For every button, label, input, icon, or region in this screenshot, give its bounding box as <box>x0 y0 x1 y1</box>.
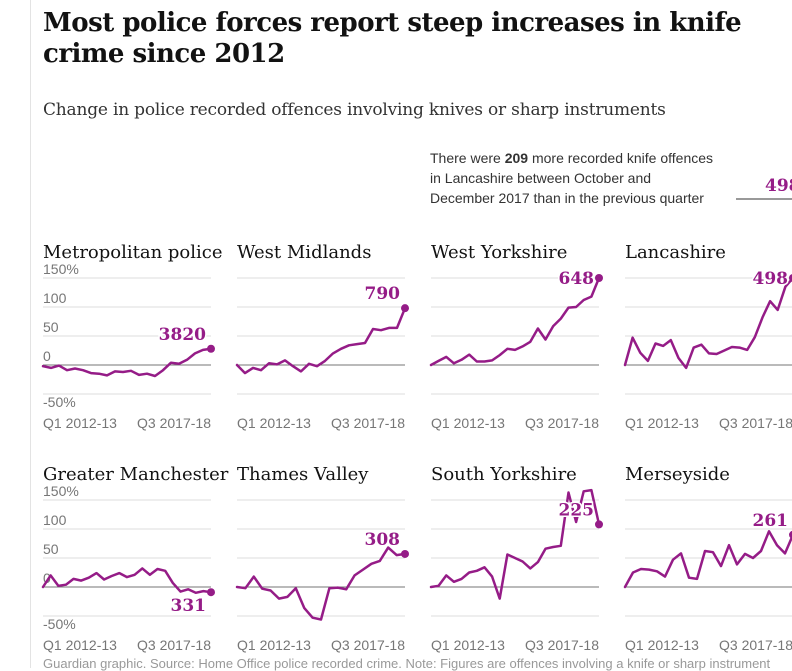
west-yorkshire-xtick-start: Q1 2012-13 <box>431 415 505 431</box>
greater-manchester-series-line <box>41 567 213 595</box>
greater-manchester-end-point <box>207 588 215 597</box>
metropolitan-police-end-point <box>207 344 215 353</box>
greater-manchester-ytick-label: 50 <box>43 541 59 557</box>
metropolitan-police-title: Metropolitan police <box>43 242 223 263</box>
west-midlands-end-label: 790 <box>365 284 401 304</box>
west-midlands-xtick-start: Q1 2012-13 <box>237 415 311 431</box>
south-yorkshire-title: South Yorkshire <box>431 464 577 485</box>
greater-manchester-title: Greater Manchester <box>43 464 229 485</box>
merseyside-end-point <box>789 530 792 539</box>
metropolitan-police-end-label: 3820 <box>159 325 206 345</box>
thames-valley-xtick-start: Q1 2012-13 <box>237 637 311 653</box>
merseyside-xtick-start: Q1 2012-13 <box>625 637 699 653</box>
annotation-number: 209 <box>504 150 529 166</box>
lancashire-end-label: 498 <box>753 269 789 289</box>
greater-manchester-xtick-end: Q3 2017-18 <box>137 637 211 653</box>
thames-valley-end-point <box>401 549 409 558</box>
south-yorkshire-end-label: 225 <box>559 500 595 520</box>
west-yorkshire-end-label: 648 <box>559 269 595 289</box>
thames-valley-title: Thames Valley <box>237 464 369 485</box>
metropolitan-police-xtick-end: Q3 2017-18 <box>137 415 211 431</box>
greater-manchester-end-label: 331 <box>171 596 207 616</box>
west-midlands-xtick-end: Q3 2017-18 <box>331 415 405 431</box>
west-yorkshire-xtick-end: Q3 2017-18 <box>525 415 599 431</box>
greater-manchester-ytick-label: 100 <box>43 512 67 528</box>
thames-valley-end-label: 308 <box>365 530 401 550</box>
greater-manchester-ytick-label: 0 <box>43 570 51 586</box>
lancashire-xtick-end: Q3 2017-18 <box>719 415 792 431</box>
annotation-line-1: There were 209 more recorded knife offen… <box>430 148 750 168</box>
west-yorkshire-title: West Yorkshire <box>431 242 567 263</box>
annotation-line-3: December 2017 than in the previous quart… <box>430 190 704 206</box>
footer-source: Guardian graphic. Source: Home Office po… <box>43 656 771 671</box>
west-midlands-end-point <box>401 304 409 313</box>
south-yorkshire-end-point <box>595 520 603 529</box>
metropolitan-police-ytick-label: 50 <box>43 319 59 335</box>
thames-valley-series-line <box>235 546 407 621</box>
metropolitan-police-ytick-label: 150% <box>43 261 79 277</box>
metropolitan-police-series-line <box>41 347 213 378</box>
annotation-line-2: in Lancashire between October and <box>430 170 652 186</box>
lancashire-annotation: There were 209 more recorded knife offen… <box>430 148 750 208</box>
annotation-text-a: There were <box>430 150 501 166</box>
lancashire-end-point <box>789 274 792 282</box>
west-midlands-series-line <box>235 306 407 375</box>
merseyside-end-label: 261 <box>753 511 789 531</box>
merseyside-xtick-end: Q3 2017-18 <box>719 637 792 653</box>
metropolitan-police-ytick-label: 0 <box>43 348 51 364</box>
greater-manchester-ytick-label: 150% <box>43 483 79 499</box>
metropolitan-police-ytick-label: -50% <box>43 394 76 410</box>
lancashire-xtick-start: Q1 2012-13 <box>625 415 699 431</box>
headline: Most police forces report steep increase… <box>43 8 742 69</box>
thames-valley-xtick-end: Q3 2017-18 <box>331 637 405 653</box>
south-yorkshire-series-line <box>429 488 601 600</box>
greater-manchester-xtick-start: Q1 2012-13 <box>43 637 117 653</box>
merseyside-series-line <box>623 530 792 589</box>
west-yorkshire-end-point <box>595 274 603 282</box>
south-yorkshire-xtick-end: Q3 2017-18 <box>525 637 599 653</box>
merseyside-title: Merseyside <box>625 464 730 485</box>
lancashire-title: Lancashire <box>625 242 726 263</box>
metropolitan-police-xtick-start: Q1 2012-13 <box>43 415 117 431</box>
annotation-callout-value: 498 <box>765 176 792 196</box>
south-yorkshire-xtick-start: Q1 2012-13 <box>431 637 505 653</box>
west-midlands-title: West Midlands <box>237 242 371 263</box>
west-yorkshire-series-line <box>429 276 601 367</box>
left-rule <box>30 0 31 668</box>
standfirst: Change in police recorded offences invol… <box>43 100 666 120</box>
greater-manchester-ytick-label: -50% <box>43 616 76 632</box>
annotation-text-b: more recorded knife offences <box>531 150 714 166</box>
lancashire-series-line <box>623 277 792 370</box>
metropolitan-police-ytick-label: 100 <box>43 290 67 306</box>
